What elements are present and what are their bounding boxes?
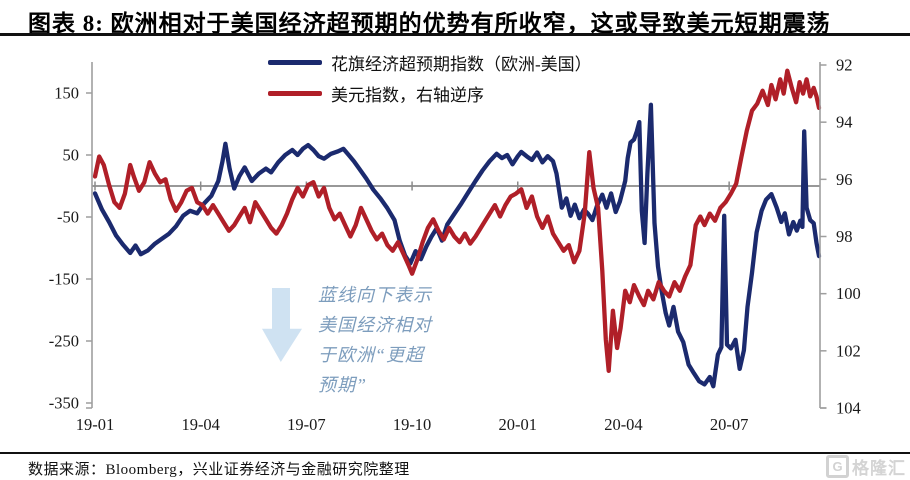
right-axis-tick-label: 100: [836, 284, 861, 303]
x-axis-label: 19-01: [76, 415, 115, 434]
left-axis-tick-label: 150: [54, 84, 79, 103]
x-axis-label: 19-07: [287, 415, 326, 434]
x-axis-label: 19-10: [393, 415, 432, 434]
blue-line-swatch: [268, 60, 322, 65]
right-axis-tick-label: 94: [836, 113, 853, 132]
annotation-line: 蓝线向下表示: [318, 285, 432, 305]
annotation-line: 美国经济相对: [318, 315, 432, 335]
gelonghui-watermark: G 格隆汇: [826, 454, 906, 479]
data-source-note: 数据来源：Bloomberg，兴业证券经济与金融研究院整理: [28, 462, 410, 478]
legend-item-citi-index: 花旗经济超预期指数（欧洲-美国）: [268, 47, 592, 78]
footer-divider: [0, 452, 910, 454]
right-axis-tick-label: 92: [836, 56, 853, 75]
annotation-line: 预期”: [318, 375, 368, 395]
title-divider: [0, 33, 910, 36]
right-axis-tick-label: 96: [836, 170, 853, 189]
figure-title: 图表 8: 欧洲相对于美国经济超预期的优势有所收窄，这或导致美元短期震荡: [28, 11, 831, 36]
legend-label-dollar-index: 美元指数，右轴逆序: [331, 86, 484, 105]
left-axis-tick-label: -250: [49, 332, 79, 351]
right-axis-tick-label: 102: [836, 341, 861, 360]
chart-annotation: 蓝线向下表示 美国经济相对 于欧洲“更超 预期”: [318, 280, 488, 400]
x-axis-label: 20-07: [710, 415, 749, 434]
left-axis-tick-label: 50: [63, 146, 80, 165]
dollar-index-line: [92, 68, 822, 373]
x-axis-label: 19-04: [181, 415, 220, 434]
x-axis-label: 20-01: [499, 415, 538, 434]
legend-label-citi-index: 花旗经济超预期指数（欧洲-美国）: [331, 55, 592, 74]
legend-item-dollar-index: 美元指数，右轴逆序: [268, 78, 592, 109]
x-axis-label: 20-04: [604, 415, 643, 434]
gelonghui-logo-icon: G: [826, 455, 849, 478]
chart-legend: 花旗经济超预期指数（欧洲-美国） 美元指数，右轴逆序: [268, 47, 592, 109]
watermark-text: 格隆汇: [852, 459, 906, 478]
citi-surprise-index-line: [92, 102, 822, 389]
right-axis-tick-label: 104: [836, 398, 861, 417]
red-line-swatch: [268, 91, 322, 96]
left-axis-tick-label: -50: [57, 208, 79, 227]
left-axis-tick-label: -350: [49, 394, 79, 413]
left-axis-tick-label: -150: [49, 270, 79, 289]
annotation-line: 于欧洲“更超: [318, 345, 425, 365]
right-axis-tick-label: 98: [836, 227, 853, 246]
